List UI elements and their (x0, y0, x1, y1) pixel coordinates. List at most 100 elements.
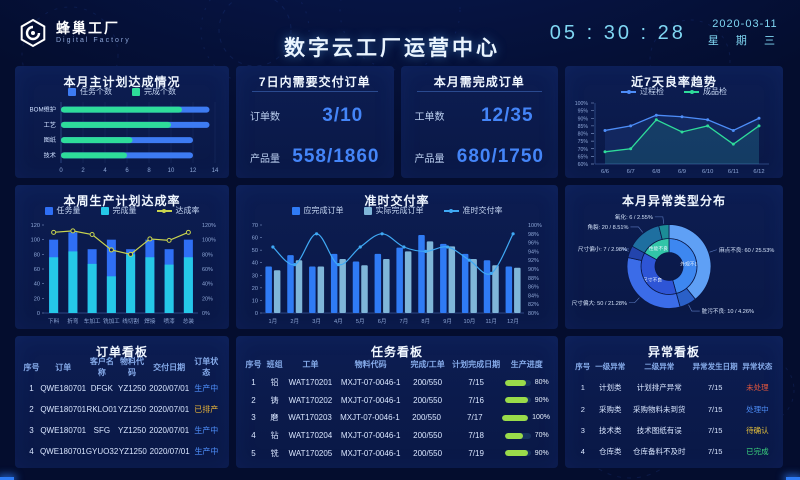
due-bar (374, 253, 382, 313)
y-tick-label: 50 (252, 248, 258, 254)
table-cell: 7/15 (707, 446, 723, 456)
actual-bar (339, 258, 346, 313)
table-cell: GYUO32 (85, 447, 119, 456)
column-header: 序号 (575, 362, 591, 372)
table-cell: YZ1250 (118, 447, 147, 456)
table-cell: 4 (580, 446, 585, 456)
actual-bar (404, 251, 412, 313)
x-tick-label: 焊接 (144, 317, 156, 325)
x-tick-label: 1月 (269, 318, 278, 325)
column-header: 序号 (245, 360, 262, 370)
x-tick-label: 线切割 (122, 317, 139, 325)
y-tick-label: 100% (575, 101, 589, 107)
status-badge: 已完成 (746, 446, 769, 456)
x-tick-label: 6/8 (652, 169, 660, 175)
status-badge: 待确认 (746, 425, 769, 435)
table-row: 4 仓库类 仓库备料不及时 7/15 已完成 (573, 441, 775, 462)
table-cell: 4 (251, 431, 256, 441)
panel-title: 7日内需要交付订单 (258, 75, 371, 89)
actual-bar (426, 241, 434, 313)
y-tick-label: 88% (528, 276, 539, 282)
page-title: 数字云工厂运营中心 (284, 37, 500, 61)
y-tick-label: 100% (528, 223, 542, 229)
panel-weekly-rate: 本周生产计划达成率 任务量 完成量 达成率 0 20 40 60 80 100 120 0% 20%… (15, 185, 229, 329)
y-tick-label: 84% (528, 293, 539, 299)
done-bar (68, 251, 78, 313)
x-tick-label: 12 (190, 168, 197, 174)
legend-item: 过程检 (621, 86, 664, 97)
done-bar (61, 106, 182, 113)
table-cell: 7/15 (468, 378, 484, 387)
table-header-row: 序号 班组 工单 物料代码 完成/工单 计划完成日期 生产进度 (244, 356, 550, 374)
legend-item: 成品检 (684, 86, 727, 97)
table-cell: YZ1250 (118, 384, 147, 393)
y-tick-label: 90% (578, 116, 589, 122)
table-cell: MXJT-07-0046-1 (340, 448, 401, 458)
table-row: 3 QWE180701 SFG YZ1250 2020/07/01 生产中 (23, 420, 221, 441)
y-tick-label: 100% (202, 238, 216, 244)
legend-item: 达成率 (156, 205, 200, 216)
stat-row: 产品量 558/1860 (236, 137, 394, 179)
table-cell: WAT170201 (288, 378, 333, 387)
progress-bar (504, 450, 531, 457)
y-tick-label: 120 (31, 223, 40, 229)
actual-bar (448, 246, 456, 313)
panel-title: 本月需完成订单 (433, 75, 525, 89)
table-cell: 200/550 (413, 448, 443, 458)
y-tick-label: 20% (202, 296, 213, 302)
panel-yield-trend: 近7天良率趋势 过程检 成品检 60% 65% 70% 75% 80% 85% 90% 95% 1… (565, 66, 783, 178)
column-header: 订单 (55, 362, 72, 372)
table-cell: YZ1250 (118, 426, 147, 435)
panel-ontime-delivery: 准时交付率 应完成订单 实际完成订单 准时交付率 0 10 20 30 40 50 60 70 80… (236, 185, 558, 329)
x-tick-label: 8 (147, 168, 151, 174)
x-tick-label: 6/9 (678, 169, 686, 175)
stat-row: 工单数 12/35 (401, 95, 559, 137)
due-bar (330, 253, 338, 313)
status-badge: 生产中 (194, 426, 219, 435)
table-cell: 200/550 (413, 395, 443, 405)
divider (416, 91, 542, 92)
table-row: 5 铣 WAT170205 MXJT-07-0046-1 200/550 7/19 90% (244, 444, 550, 462)
y-tick-label: 70 (252, 223, 258, 229)
table-cell: YZ1250 (118, 405, 147, 414)
category-label: BOM维护 (30, 106, 56, 114)
column-header: 订单状态 (194, 357, 219, 377)
table-cell: MXJT-07-0046-1 (340, 431, 401, 441)
table-cell: 计划类 (599, 383, 622, 393)
x-tick-label: 2月 (290, 318, 299, 325)
table-row: 3 技术类 技术图纸有误 7/15 待确认 (573, 420, 775, 441)
table-header-row: 序号 订单 客户名称 物料代码 交付日期 订单状态 (23, 356, 221, 378)
y-tick-label: 92% (528, 258, 539, 264)
column-header: 二级异常 (644, 362, 675, 372)
panel-title: 任务看板 (370, 345, 423, 359)
logo-title: 蜂巢工厂 (56, 20, 120, 37)
table-row: 1 铝 WAT170201 MXJT-07-0046-1 200/550 7/15 80% (244, 374, 550, 392)
actual-bar (317, 266, 325, 313)
table-cell: 技术图纸有误 (636, 425, 682, 435)
x-tick-label: 0 (59, 168, 63, 174)
header: 蜂巢工厂 Digital Factory 数字云工厂运营中心 05 : 30 :… (0, 0, 800, 66)
corner-accent-right (786, 477, 800, 480)
logo: 蜂巢工厂 Digital Factory (18, 18, 131, 48)
chart-main-plan: 0 2 4 6 8 10 12 14 BOM维护 工艺 图纸 技术 (19, 98, 225, 176)
column-header: 异常状态 (742, 362, 773, 372)
y-tick-label: 60 (252, 236, 258, 242)
y-tick-label: 80% (202, 252, 213, 258)
table-cell: 7/15 (707, 383, 723, 393)
chart-ontime-delivery: 0 10 20 30 40 50 60 70 80% 82% 84% 86% 88% 90% 92% 94% 9… (240, 217, 554, 327)
stat-value: 558/1860 (292, 146, 380, 168)
y-tick-label: 94% (528, 249, 539, 255)
column-header: 工单 (302, 360, 319, 370)
table-cell: 磨 (270, 413, 279, 423)
y-tick-label: 90% (528, 267, 539, 273)
y-tick-label: 40% (202, 282, 213, 288)
table-order-board: 序号 订单 客户名称 物料代码 交付日期 订单状态 1 QWE180701 DFGK YZ1250… (15, 355, 229, 468)
panel-month-orders: 本月需完成订单 工单数 12/35 产品量 680/1750 (400, 66, 559, 178)
panel-anomaly-distribution: 本月异常类型分布 外观不良 尺寸不良 性能不良 麻点不良: 60 / 25.53% 脏污… (565, 185, 783, 329)
table-cell: WAT170205 (288, 448, 333, 458)
x-tick-label: 车加工 (84, 317, 101, 325)
table-cell: 7/15 (707, 404, 723, 414)
x-tick-label: 12月 (507, 318, 519, 325)
table-cell: 2020/07/01 (149, 447, 190, 456)
x-tick-label: 铣加工 (103, 317, 120, 325)
